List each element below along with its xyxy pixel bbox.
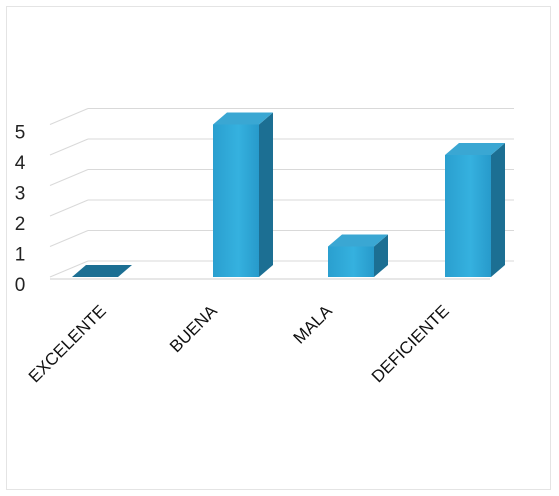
bar-top <box>445 143 505 155</box>
bar <box>445 143 505 277</box>
y-axis-ticks: 0 1 2 3 4 5 <box>15 123 26 297</box>
bar-side <box>491 143 505 277</box>
x-category-label: EXCELENTE <box>25 301 110 386</box>
bar-side <box>259 112 273 277</box>
bars <box>72 112 505 277</box>
y-tick-label: 2 <box>15 214 26 235</box>
bar-top <box>213 112 273 125</box>
bar <box>72 265 132 277</box>
bar <box>213 112 273 277</box>
bar <box>328 234 388 277</box>
bar-front <box>213 124 259 277</box>
gridline-diagonal <box>49 260 89 278</box>
bar-side <box>374 234 388 277</box>
y-tick-label: 1 <box>15 245 26 266</box>
y-tick-label: 5 <box>15 123 26 144</box>
y-tick-label: 3 <box>15 184 26 205</box>
bar-front <box>328 246 374 277</box>
gridline-diagonal <box>49 169 89 186</box>
x-category-label: MALA <box>290 301 337 348</box>
y-tick-label: 0 <box>15 275 26 296</box>
bar-front <box>445 155 491 277</box>
gridline-diagonal <box>49 108 89 125</box>
gridline-diagonal <box>49 199 89 217</box>
y-tick-label: 4 <box>15 153 26 174</box>
gridline-diagonal <box>49 138 89 156</box>
x-category-label: DEFICIENTE <box>368 301 453 386</box>
gridlines <box>49 108 514 280</box>
bar-top <box>328 234 388 247</box>
gridline-diagonal <box>49 230 89 247</box>
x-axis-labels: EXCELENTE BUENA MALA DEFICIENTE <box>25 301 453 386</box>
x-category-label: BUENA <box>166 301 221 356</box>
